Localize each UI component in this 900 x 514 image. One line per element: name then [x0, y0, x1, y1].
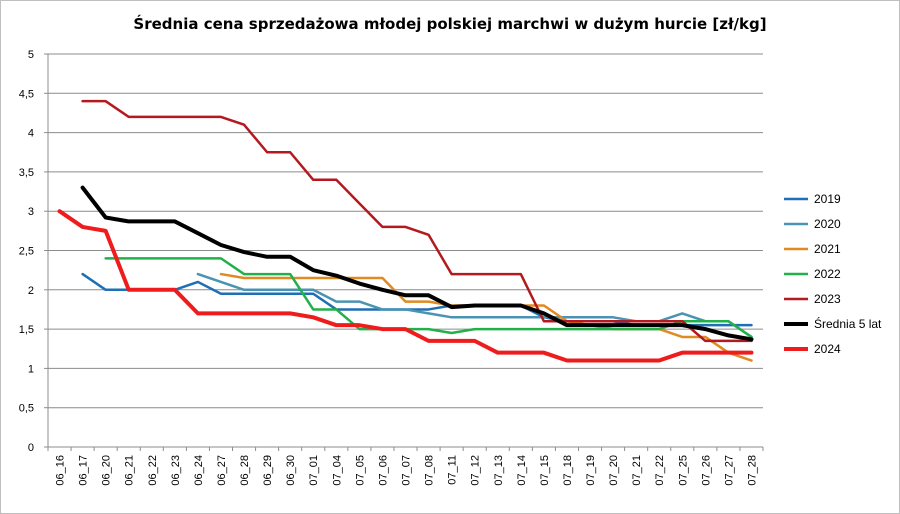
x-tick-label: 07_20: [608, 455, 620, 486]
y-tick-label: 1,5: [19, 324, 34, 336]
legend-label: 2020: [814, 217, 841, 231]
x-tick-label: 07_12: [470, 455, 482, 486]
x-tick-label: 06_22: [147, 455, 159, 486]
legend-label: 2023: [814, 292, 841, 306]
series-line: [80, 185, 754, 342]
x-tick-label: 07_08: [424, 455, 436, 486]
y-tick-label: 3: [28, 206, 34, 218]
y-tick-label: 0,5: [19, 403, 34, 415]
legend-label: 2024: [814, 342, 841, 356]
x-tick-labels: 06_16 06_17 06_20 06_21 06_22 06_23 06_24 06_27…: [55, 455, 759, 486]
x-tick-label: 07_11: [447, 455, 459, 485]
series-line: [104, 257, 753, 339]
x-tick-label: 07_26: [700, 455, 712, 486]
x-tick-label: 07_06: [377, 455, 389, 486]
x-tick-label: 06_20: [101, 455, 113, 486]
x-tick-label: 07_14: [516, 455, 528, 486]
series-line: [81, 99, 753, 343]
x-tick-label: 07_21: [631, 455, 643, 486]
axes: [44, 53, 764, 451]
x-tick-label: 07_01: [308, 455, 320, 486]
x-tick-label: 06_30: [285, 455, 297, 486]
legend-label: 2022: [814, 267, 841, 281]
y-tick-labels: 0 0,5 1 1,5 2 2,5 3 3,5 4 4,5 5: [19, 49, 34, 454]
y-tick-label: 0: [28, 442, 34, 454]
y-tick-label: 5: [28, 49, 34, 61]
grid-lines: [48, 53, 763, 409]
x-tick-label: 07_25: [677, 455, 689, 486]
legend-label: 2019: [814, 192, 841, 206]
y-tick-label: 1: [28, 363, 34, 375]
x-tick-label: 07_19: [585, 455, 597, 486]
legend-label: Średnia 5 lat: [814, 316, 882, 331]
x-tick-label: 06_21: [124, 455, 136, 486]
x-tick-label: 07_15: [539, 455, 551, 486]
x-tick-label: 06_28: [239, 455, 251, 486]
y-tick-label: 2: [28, 285, 34, 297]
x-tick-label: 07_18: [562, 455, 574, 486]
x-tick-label: 06_29: [262, 455, 274, 486]
x-tick-label: 06_27: [216, 455, 228, 486]
x-tick-label: 06_24: [193, 455, 205, 486]
x-tick-label: 07_07: [401, 455, 413, 486]
y-tick-label: 4: [28, 128, 34, 140]
x-tick-label: 06_16: [55, 455, 67, 486]
chart-title: Średnia cena sprzedażowa młodej polskiej…: [133, 15, 767, 33]
series-line: [57, 209, 754, 363]
x-tick-label: 07_05: [354, 455, 366, 486]
series-lines: [57, 99, 754, 363]
y-tick-label: 3,5: [19, 167, 34, 179]
x-tick-label: 07_27: [723, 455, 735, 486]
x-tick-label: 06_23: [170, 455, 182, 486]
x-tick-label: 07_28: [746, 455, 758, 486]
y-tick-label: 2,5: [19, 246, 34, 258]
legend-label: 2021: [814, 242, 841, 256]
x-tick-label: 07_13: [493, 455, 505, 486]
y-tick-label: 4,5: [19, 88, 34, 100]
x-tick-label: 07_22: [654, 455, 666, 486]
x-tick-label: 06_17: [78, 455, 90, 486]
legend: 2019 2020 2021 2022 2023 Średnia 5 lat 2024: [784, 192, 882, 356]
x-tick-label: 07_04: [331, 455, 343, 486]
